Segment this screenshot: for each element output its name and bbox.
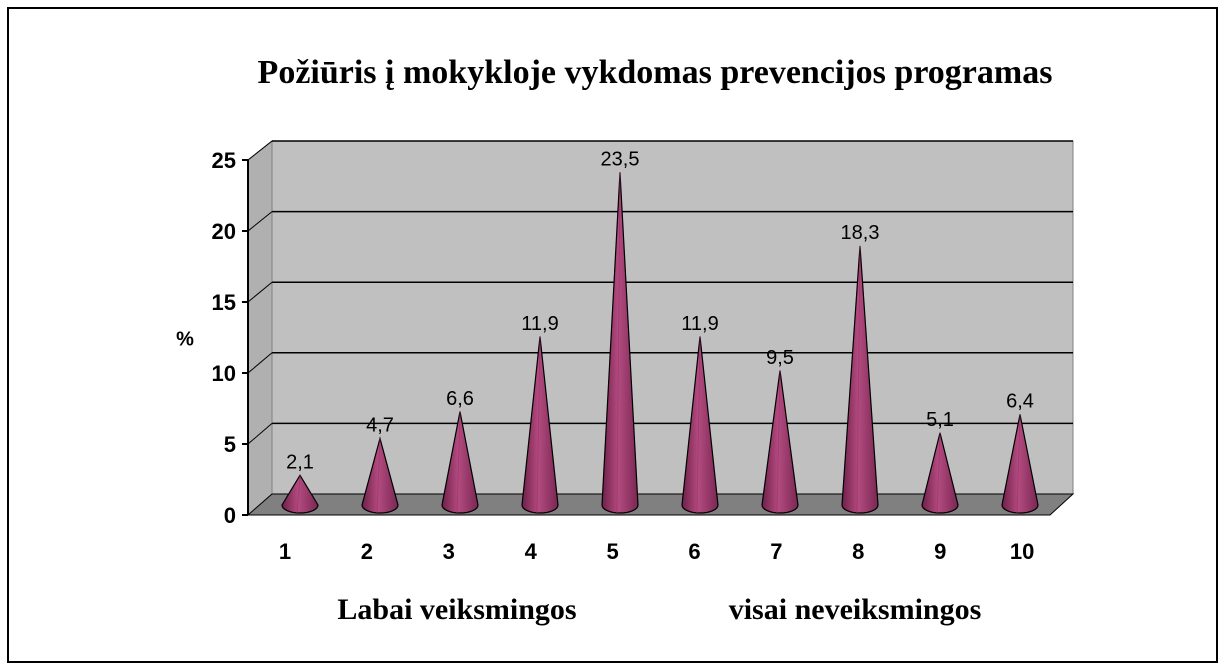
- value-label: 6,6: [446, 388, 474, 410]
- value-label: 6,4: [1006, 391, 1034, 413]
- cone-part: [1001, 414, 1039, 514]
- x-tick-label: 7: [770, 539, 782, 564]
- x-tick-label: 8: [852, 539, 864, 564]
- value-label: 2,1: [286, 452, 314, 474]
- y-tick-label: 25: [212, 148, 236, 173]
- chart-title: Požiūris į mokykloje vykdomas prevencijo…: [258, 54, 1053, 91]
- cone-part: [456, 411, 461, 514]
- value-label: 18,3: [841, 222, 880, 244]
- cone-part: [376, 438, 381, 514]
- cone-part: [616, 172, 621, 514]
- cone-part: [521, 336, 559, 514]
- value-label: 9,5: [766, 347, 794, 369]
- x-tick-label: 3: [443, 539, 455, 564]
- grid-line-side: [247, 211, 273, 232]
- x-tick-label: 6: [688, 539, 700, 564]
- back-wall: [271, 140, 1074, 495]
- cone-part: [296, 475, 301, 514]
- x-tick-label: 10: [1010, 539, 1034, 564]
- cone: [441, 411, 479, 514]
- x-tick-label: 1: [279, 539, 291, 564]
- cone-part: [536, 336, 541, 514]
- cone-part: [1016, 414, 1021, 514]
- y-tick-label: 20: [212, 219, 236, 244]
- cone: [921, 432, 959, 514]
- cone-part: [441, 411, 479, 514]
- cone-part: [361, 436, 399, 514]
- cone-part: [601, 172, 639, 514]
- x-tick-label: 9: [934, 539, 946, 564]
- value-label: 23,5: [601, 149, 640, 171]
- cone-part: [761, 370, 799, 514]
- value-label: 11,9: [521, 313, 558, 335]
- cone-part: [696, 336, 701, 514]
- cone: [681, 336, 719, 514]
- cone: [281, 474, 319, 514]
- x-tick-label: 5: [606, 539, 618, 564]
- cone-part: [936, 432, 941, 514]
- value-label: 11,9: [681, 313, 718, 335]
- y-tick-label: 5: [224, 432, 236, 457]
- side-wall: [247, 139, 273, 517]
- x-tick-label: 2: [361, 539, 373, 564]
- x-axis-label: visai neveiksmingos: [729, 593, 982, 626]
- grid-line-side: [247, 352, 273, 374]
- cone: [841, 245, 879, 514]
- cone-part: [681, 336, 719, 514]
- value-label: 4,7: [366, 415, 394, 437]
- cone-part: [921, 432, 959, 514]
- y-tick-label: 10: [212, 361, 236, 386]
- y-tick-label: 15: [212, 290, 236, 315]
- cone: [601, 172, 639, 514]
- cone-part: [856, 245, 861, 514]
- cone-part: [776, 370, 781, 514]
- y-axis-label: %: [176, 328, 194, 350]
- value-label: 5,1: [926, 409, 954, 431]
- cone: [361, 436, 399, 514]
- cone: [521, 336, 559, 514]
- grid-line-side: [247, 281, 273, 303]
- y-tick-label: 0: [224, 503, 236, 528]
- x-tick-label: 4: [525, 539, 538, 564]
- grid-line-side: [247, 423, 273, 445]
- cone: [1001, 414, 1039, 514]
- cone: [761, 370, 799, 514]
- x-axis-label: Labai veiksmingos: [337, 593, 576, 626]
- cone-part: [841, 245, 879, 514]
- grid-line-side: [247, 140, 273, 161]
- cone-part: [281, 474, 319, 514]
